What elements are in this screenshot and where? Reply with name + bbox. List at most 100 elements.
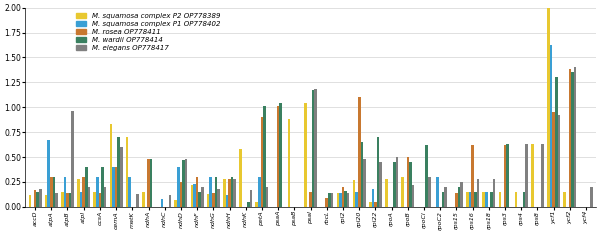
Bar	[45, 195, 47, 207]
Bar	[436, 177, 439, 207]
Bar	[493, 179, 496, 207]
Bar	[101, 167, 104, 207]
Bar	[80, 192, 82, 207]
Bar	[71, 111, 74, 207]
Bar	[126, 137, 128, 207]
Bar	[342, 187, 344, 207]
Bar	[136, 194, 139, 207]
Bar	[34, 190, 37, 207]
Bar	[226, 195, 228, 207]
Bar	[347, 193, 349, 207]
Bar	[193, 184, 196, 207]
Bar	[506, 144, 509, 207]
Bar	[401, 177, 404, 207]
Bar	[504, 145, 506, 207]
Bar	[328, 193, 331, 207]
Bar	[466, 192, 469, 207]
Bar	[69, 193, 71, 207]
Bar	[425, 145, 428, 207]
Bar	[263, 106, 266, 207]
Bar	[523, 192, 525, 207]
Bar	[231, 177, 233, 207]
Bar	[331, 193, 333, 207]
Bar	[515, 192, 517, 207]
Bar	[395, 157, 398, 207]
Bar	[458, 187, 460, 207]
Bar	[355, 192, 358, 207]
Bar	[541, 144, 544, 207]
Bar	[469, 192, 472, 207]
Bar	[555, 77, 557, 207]
Bar	[363, 159, 365, 207]
Bar	[385, 179, 388, 207]
Bar	[574, 67, 577, 207]
Bar	[247, 202, 250, 207]
Bar	[212, 193, 215, 207]
Bar	[104, 187, 106, 207]
Bar	[476, 179, 479, 207]
Bar	[233, 179, 236, 207]
Bar	[128, 177, 131, 207]
Bar	[571, 72, 574, 207]
Bar	[115, 167, 118, 207]
Bar	[550, 44, 553, 207]
Bar	[207, 194, 209, 207]
Bar	[185, 159, 187, 207]
Bar	[428, 177, 431, 207]
Bar	[182, 160, 185, 207]
Bar	[96, 177, 98, 207]
Bar	[150, 159, 152, 207]
Bar	[66, 193, 69, 207]
Bar	[39, 189, 41, 207]
Bar	[61, 192, 64, 207]
Bar	[142, 192, 145, 207]
Legend: M. squamosa complex P2 OP778389, M. squamosa complex P1 OP778402, M. rosea OP778: M. squamosa complex P2 OP778389, M. squa…	[74, 11, 221, 53]
Bar	[55, 193, 58, 207]
Bar	[563, 192, 566, 207]
Bar	[85, 167, 88, 207]
Bar	[82, 177, 85, 207]
Bar	[590, 187, 593, 207]
Bar	[407, 157, 409, 207]
Bar	[147, 159, 150, 207]
Bar	[557, 115, 560, 207]
Bar	[482, 192, 485, 207]
Bar	[88, 187, 90, 207]
Bar	[228, 179, 231, 207]
Bar	[280, 103, 282, 207]
Bar	[344, 191, 347, 207]
Bar	[358, 97, 361, 207]
Bar	[37, 192, 39, 207]
Bar	[412, 185, 415, 207]
Bar	[196, 177, 199, 207]
Bar	[217, 189, 220, 207]
Bar	[250, 190, 252, 207]
Bar	[444, 187, 447, 207]
Bar	[547, 8, 550, 207]
Bar	[377, 137, 379, 207]
Bar	[361, 142, 363, 207]
Bar	[309, 192, 312, 207]
Bar	[256, 202, 258, 207]
Bar	[314, 89, 317, 207]
Bar	[77, 179, 80, 207]
Bar	[499, 192, 501, 207]
Bar	[215, 177, 217, 207]
Bar	[369, 202, 371, 207]
Bar	[201, 187, 203, 207]
Bar	[260, 117, 263, 207]
Bar	[304, 103, 307, 207]
Bar	[569, 69, 571, 207]
Bar	[490, 192, 493, 207]
Bar	[94, 192, 96, 207]
Bar	[110, 124, 112, 207]
Bar	[50, 177, 53, 207]
Bar	[112, 167, 115, 207]
Bar	[455, 193, 458, 207]
Bar	[339, 193, 342, 207]
Bar	[258, 177, 260, 207]
Bar	[374, 202, 377, 207]
Bar	[64, 177, 66, 207]
Bar	[175, 200, 177, 207]
Bar	[312, 90, 314, 207]
